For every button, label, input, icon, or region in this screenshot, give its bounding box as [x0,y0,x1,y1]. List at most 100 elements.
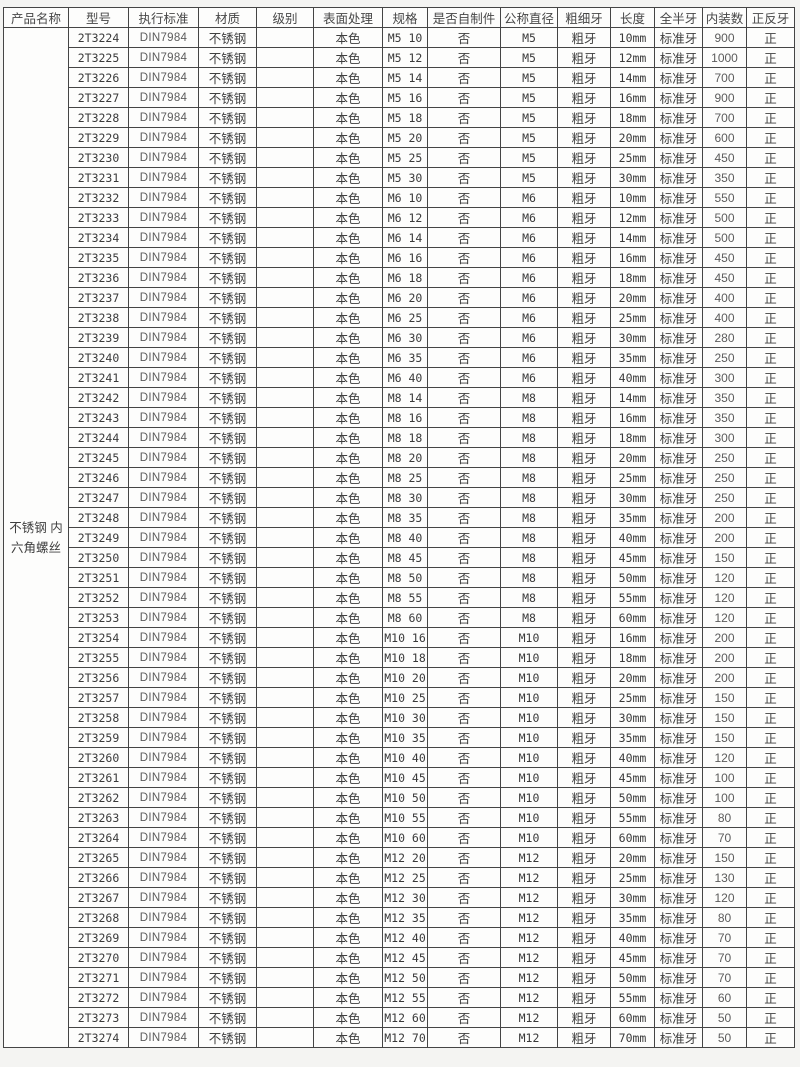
cell-length: 25mm [610,307,655,328]
cell-model: 2T3262 [68,787,129,808]
cell-spec: M8 25 [382,467,428,488]
cell-grade [256,887,314,908]
table-row: 2T3234 DIN7984 不锈钢 本色 M6 14 否 M6 粗牙 14mm 标准牙 500 正 [4,227,795,248]
cell-direction: 正 [746,187,795,208]
cell-spec: M6 12 [382,207,428,228]
cell-self-made: 否 [427,707,501,728]
cell-direction: 正 [746,587,795,608]
cell-grade [256,947,314,968]
cell-standard: DIN7984 [128,607,199,628]
cell-grade [256,327,314,348]
cell-diameter: M5 [500,147,558,168]
cell-thread-pitch: 粗牙 [557,787,611,808]
cell-standard: DIN7984 [128,647,199,668]
cell-length: 25mm [610,687,655,708]
cell-length: 18mm [610,647,655,668]
table-row: 2T3226 DIN7984 不锈钢 本色 M5 14 否 M5 粗牙 14mm 标准牙 700 正 [4,67,795,88]
cell-model: 2T3255 [68,647,129,668]
cell-self-made: 否 [427,907,501,928]
cell-model: 2T3266 [68,867,129,888]
cell-self-made: 否 [427,187,501,208]
cell-self-made: 否 [427,787,501,808]
cell-model: 2T3242 [68,387,129,408]
cell-thread-pitch: 粗牙 [557,207,611,228]
cell-self-made: 否 [427,847,501,868]
cell-length: 20mm [610,287,655,308]
cell-model: 2T3273 [68,1007,129,1028]
cell-material: 不锈钢 [198,227,257,248]
cell-qty: 150 [702,687,747,708]
cell-standard: DIN7984 [128,807,199,828]
cell-spec: M12 60 [382,1007,428,1028]
cell-diameter: M5 [500,107,558,128]
cell-qty: 120 [702,887,747,908]
cell-diameter: M6 [500,187,558,208]
table-row: 2T3249 DIN7984 不锈钢 本色 M8 40 否 M8 粗牙 40mm 标准牙 200 正 [4,527,795,548]
cell-qty: 80 [702,907,747,928]
cell-thread-pitch: 粗牙 [557,947,611,968]
cell-full-half: 标准牙 [654,187,703,208]
cell-full-half: 标准牙 [654,347,703,368]
cell-direction: 正 [746,607,795,628]
cell-length: 30mm [610,167,655,188]
cell-standard: DIN7984 [128,167,199,188]
cell-standard: DIN7984 [128,687,199,708]
cell-diameter: M12 [500,967,558,988]
cell-diameter: M6 [500,347,558,368]
cell-spec: M10 60 [382,827,428,848]
cell-diameter: M12 [500,847,558,868]
cell-spec: M10 18 [382,647,428,668]
cell-qty: 60 [702,987,747,1008]
cell-thread-pitch: 粗牙 [557,307,611,328]
cell-direction: 正 [746,427,795,448]
cell-standard: DIN7984 [128,27,199,48]
cell-material: 不锈钢 [198,427,257,448]
cell-full-half: 标准牙 [654,107,703,128]
cell-material: 不锈钢 [198,27,257,48]
cell-length: 14mm [610,387,655,408]
cell-qty: 100 [702,767,747,788]
cell-surface: 本色 [313,967,383,988]
cell-surface: 本色 [313,487,383,508]
cell-self-made: 否 [427,107,501,128]
cell-material: 不锈钢 [198,167,257,188]
cell-diameter: M12 [500,1007,558,1028]
cell-surface: 本色 [313,327,383,348]
cell-surface: 本色 [313,387,383,408]
table-row: 2T3255 DIN7984 不锈钢 本色 M10 18 否 M10 粗牙 18mm 标准牙 200… [4,647,795,668]
cell-full-half: 标准牙 [654,727,703,748]
cell-surface: 本色 [313,287,383,308]
cell-direction: 正 [746,267,795,288]
cell-self-made: 否 [427,327,501,348]
cell-model: 2T3264 [68,827,129,848]
cell-length: 35mm [610,507,655,528]
cell-full-half: 标准牙 [654,367,703,388]
cell-standard: DIN7984 [128,267,199,288]
cell-full-half: 标准牙 [654,227,703,248]
cell-model: 2T3235 [68,247,129,268]
table-row: 2T3242 DIN7984 不锈钢 本色 M8 14 否 M8 粗牙 14mm 标准牙 350 正 [4,387,795,408]
cell-model: 2T3230 [68,147,129,168]
cell-full-half: 标准牙 [654,1007,703,1028]
cell-material: 不锈钢 [198,187,257,208]
cell-grade [256,747,314,768]
cell-direction: 正 [746,27,795,48]
cell-surface: 本色 [313,987,383,1008]
cell-material: 不锈钢 [198,907,257,928]
cell-grade [256,567,314,588]
cell-standard: DIN7984 [128,427,199,448]
table-row: 2T3263 DIN7984 不锈钢 本色 M10 55 否 M10 粗牙 55mm 标准牙 80 正 [4,807,795,828]
cell-direction: 正 [746,487,795,508]
cell-diameter: M10 [500,747,558,768]
cell-direction: 正 [746,1027,795,1048]
cell-standard: DIN7984 [128,827,199,848]
cell-length: 40mm [610,927,655,948]
cell-material: 不锈钢 [198,727,257,748]
table-row: 2T3239 DIN7984 不锈钢 本色 M6 30 否 M6 粗牙 30mm 标准牙 280 正 [4,327,795,348]
cell-length: 60mm [610,1007,655,1028]
cell-model: 2T3225 [68,47,129,68]
cell-grade [256,467,314,488]
cell-qty: 300 [702,427,747,448]
cell-spec: M10 55 [382,807,428,828]
